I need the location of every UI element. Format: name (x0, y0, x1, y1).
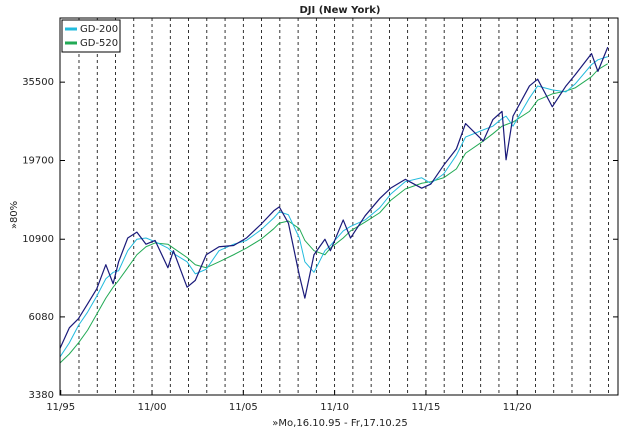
legend-label: GD-520 (80, 38, 118, 49)
legend-box (61, 19, 121, 53)
chart-title: DJI (New York) (299, 5, 380, 16)
x-tick-label: 11/20 (503, 402, 532, 413)
x-axis-label: »Mo,16.10.95 - Fr,17.10.25 (272, 418, 407, 429)
legend-label: GD-200 (80, 24, 118, 35)
line-series (59, 63, 609, 364)
y-tick-label: 3380 (29, 390, 54, 401)
y-tick-label: 10900 (22, 234, 54, 245)
y-tick-label: 6080 (29, 312, 54, 323)
line-series (59, 46, 609, 349)
x-tick-label: 11/10 (320, 402, 349, 413)
x-tick-label: 11/00 (138, 402, 167, 413)
line-series (59, 56, 608, 358)
y-axis-label: »80% (9, 201, 20, 229)
y-tick-label: 19700 (22, 155, 54, 166)
y-tick-label: 35500 (22, 77, 54, 88)
plot-frame (59, 17, 619, 396)
x-tick-label: 11/05 (229, 402, 258, 413)
x-tick-label: 11/95 (46, 402, 75, 413)
x-tick-label: 11/15 (411, 402, 440, 413)
